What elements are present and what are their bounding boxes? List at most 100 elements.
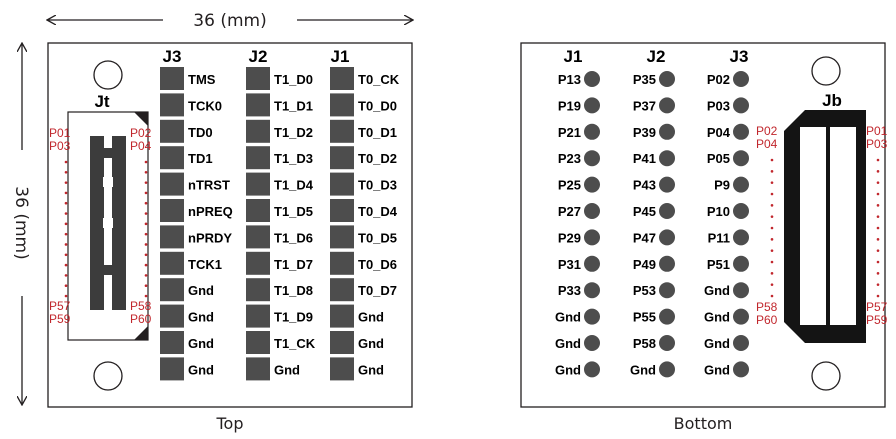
jt-right-pin-dot <box>144 284 148 287</box>
bottom-j1-row-5-label: P25 <box>558 178 581 193</box>
bottom-j1-row-12-label: Gnd <box>555 362 581 377</box>
jt-label-p04: P04 <box>130 139 152 153</box>
top-j3-row-7-label: nPRDY <box>188 230 232 245</box>
bottom-j2-row-5-pad <box>659 176 675 193</box>
top-j2-row-5-label: T1_D4 <box>274 178 314 193</box>
bottom-j2-row-6-label: P45 <box>633 204 656 219</box>
jb-label-p60: P60 <box>756 313 778 327</box>
jb-left-pin-dot <box>770 249 774 252</box>
top-j3-row-4-label: TD1 <box>188 151 213 166</box>
jb-left-pin-dot <box>770 170 774 173</box>
top-j2-row-7-pad <box>246 225 270 249</box>
bottom-j1-row-2-label: P19 <box>558 98 581 113</box>
bottom-j1-row-5-pad <box>584 176 600 193</box>
jb-left-pin-dot <box>770 294 774 298</box>
bottom-j2-row-12-pad <box>659 361 675 378</box>
jt-label-p01: P01 <box>49 126 71 140</box>
jt-left-pin-dot <box>64 222 68 226</box>
bottom-j3-row-6-pad <box>733 203 749 219</box>
bottom-j1-row-4-pad <box>584 150 600 167</box>
jt-left-pin-dot <box>64 284 68 287</box>
top-j3-row-11-pad <box>160 331 184 354</box>
bottom-j1-row-1-label: P13 <box>558 72 581 87</box>
top-j1-row-12-label: Gnd <box>358 362 384 377</box>
jt-label-p57: P57 <box>49 299 71 313</box>
bottom-j2-row-10-pad <box>659 308 675 325</box>
bottom-board: Jb P02 P04 P58 P60 P01 P03 P57 P59 J1 J2… <box>520 42 888 408</box>
top-header-j3: J3 <box>163 47 182 66</box>
jt-right-pin-dot <box>144 253 148 257</box>
jt-right-pin-dot <box>144 274 148 277</box>
bottom-j3-row-11-label: Gnd <box>704 336 730 351</box>
bottom-j1-row-4-label: P23 <box>558 151 581 166</box>
top-j2-row-6-pad <box>246 199 270 222</box>
jt-right-pin-dot <box>144 191 148 195</box>
jt-left-pin-dot <box>64 160 68 164</box>
jb-label-p57: P57 <box>866 300 888 314</box>
bottom-j1-row-10-pad <box>584 308 600 325</box>
bottom-j3-row-1-pad <box>733 71 749 87</box>
top-j1-row-10-pad <box>330 304 354 328</box>
jb-label-p04: P04 <box>756 137 778 151</box>
jb-left-pin-dot <box>770 192 774 196</box>
jb-right-pin-dots <box>876 158 880 298</box>
top-j3-row-7-pad <box>160 225 184 249</box>
top-j2-row-11-label: T1_CK <box>274 336 316 351</box>
jb-left-pin-dots <box>770 158 774 298</box>
jb-right-pin-dot <box>876 283 880 286</box>
bottom-mounting-hole-upper <box>811 56 841 86</box>
jb-left-pin-dot <box>770 238 774 241</box>
jb-label-p01: P01 <box>866 124 888 138</box>
bottom-j1-row-11-pad <box>584 335 600 351</box>
jt-right-pin-dot <box>144 201 148 205</box>
jb-left-pin-dot <box>770 158 774 162</box>
bottom-j3-row-6-label: P10 <box>707 204 730 219</box>
jb-left-pin-dot <box>770 260 774 264</box>
top-j1-row-8-pad <box>330 251 354 275</box>
bottom-j3-row-7-label: P11 <box>708 230 730 245</box>
top-j1-row-5-pad <box>330 172 354 196</box>
jt-label-p03: P03 <box>49 139 71 153</box>
top-j1-row-9-label: T0_D7 <box>358 283 397 298</box>
bottom-j1-row-8-pad <box>584 255 600 272</box>
top-header-j2: J2 <box>249 47 268 66</box>
jt-left-pin-dot <box>64 181 68 184</box>
top-j1-row-11-label: Gnd <box>358 336 384 351</box>
bottom-j2-row-3-label: P39 <box>633 125 656 140</box>
jt-left-pin-dot <box>64 243 68 246</box>
top-j2-row-12-pad <box>246 357 270 381</box>
top-j3-row-5-pad <box>160 172 184 196</box>
bottom-j3-row-2-pad <box>733 97 749 114</box>
top-j3-row-2-pad <box>160 93 184 117</box>
top-j2-row-11-pad <box>246 331 270 354</box>
jb-label-p59: P59 <box>866 313 888 327</box>
jb-right-pin-dot <box>876 226 880 230</box>
bottom-j1-row-6-label: P27 <box>558 204 581 219</box>
jt-right-pin-dot <box>144 181 148 184</box>
jb-left-pin-dot <box>770 215 774 218</box>
bottom-j2-row-5-label: P43 <box>633 178 656 193</box>
top-j3-row-1-label: TMS <box>188 72 216 87</box>
jb-right-pin-dot <box>876 294 880 298</box>
jb-right-pin-dot <box>876 238 880 241</box>
top-j1-row-6-label: T0_D4 <box>358 204 398 219</box>
top-j2-row-3-label: T1_D2 <box>274 125 313 140</box>
bottom-j1-row-10-label: Gnd <box>555 310 581 325</box>
top-j3-row-12-label: Gnd <box>188 362 214 377</box>
jt-right-pin-dots <box>144 160 148 298</box>
bottom-j1-row-1-pad <box>584 71 600 87</box>
top-j2-row-1-label: T1_D0 <box>274 72 313 87</box>
top-j3-row-9-label: Gnd <box>188 283 214 298</box>
bottom-j1-row-11-label: Gnd <box>555 336 581 351</box>
bottom-caption: Bottom <box>674 414 733 433</box>
bottom-j1-row-2-pad <box>584 97 600 114</box>
jb-label-p02: P02 <box>756 124 778 138</box>
bottom-j2-row-3-pad <box>659 123 675 140</box>
jb-label-p58: P58 <box>756 300 778 314</box>
jt-connector: Jt P01 P03 P02 P04 P57 P59 P58 P60 <box>49 92 152 341</box>
jt-left-pin-dot <box>64 294 68 298</box>
jt-left-pin-dot <box>64 253 68 257</box>
bottom-j3-row-2-label: P03 <box>707 98 730 113</box>
